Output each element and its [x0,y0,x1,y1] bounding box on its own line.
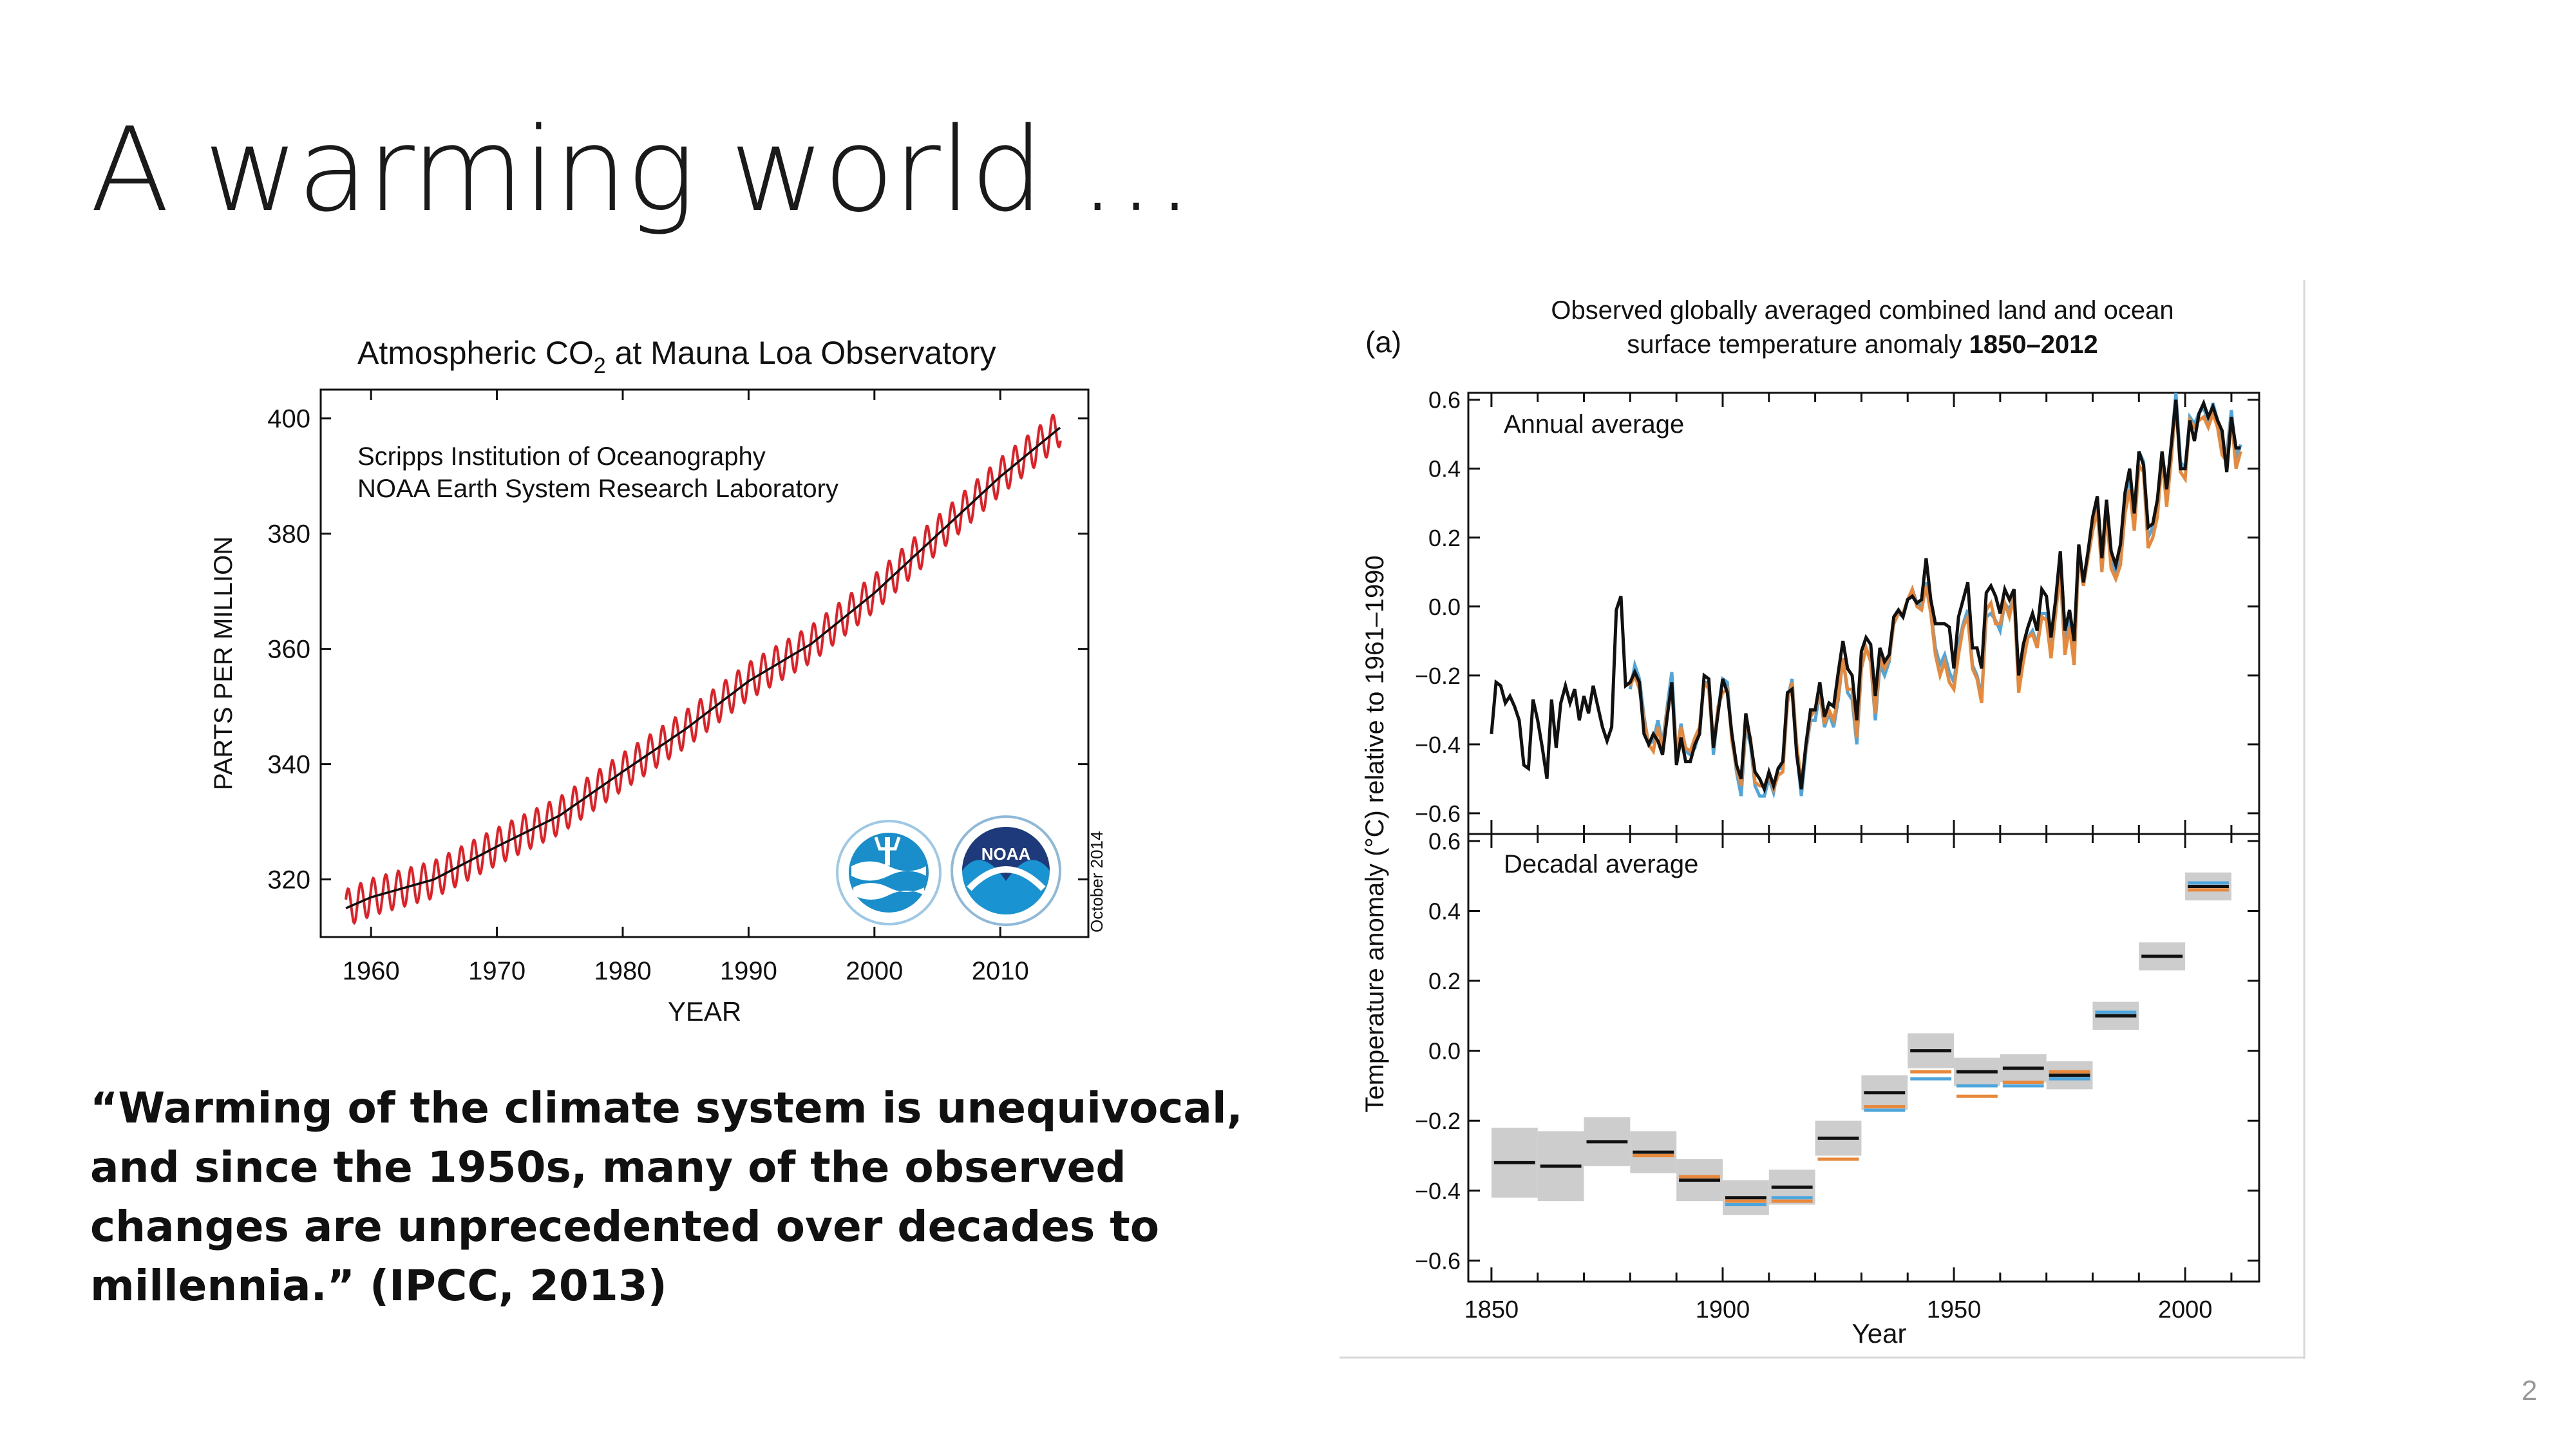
decadal-y-tick-label: −0.6 [1415,1247,1461,1274]
ipcc-quote: “Warming of the climate system is unequi… [90,1083,1243,1311]
co2-trend-series [345,426,1061,909]
annual-noaa-series [1629,402,2242,795]
decadal-y-tick-label: −0.4 [1415,1178,1461,1204]
co2-credit-line2: NOAA Earth System Research Laboratory [357,475,838,503]
temp-title-line2: surface temperature anomaly 1850–2012 [1627,330,2098,359]
co2-date-stamp: October 2014 [1087,831,1106,933]
temp-x-tick-label: 2000 [2158,1296,2213,1323]
co2-x-axis-label: YEAR [668,996,741,1027]
decadal-y-tick-label: −0.2 [1415,1108,1461,1134]
noaa-logo: NOAA [951,815,1061,926]
co2-y-tick-label: 380 [267,520,310,549]
co2-x-tick-label: 1970 [468,957,526,985]
decadal-y-tick-label: 0.0 [1428,1038,1461,1065]
co2-y-tick-label: 320 [267,866,310,895]
annual-y-tick-label: −0.4 [1415,732,1461,758]
temp-x-tick-label: 1900 [1696,1296,1750,1323]
annual-y-tick-label: −0.6 [1415,800,1461,827]
co2-x-tick-label: 2010 [972,957,1029,985]
co2-y-tick-label: 340 [267,751,310,779]
page-number: 2 [2521,1375,2537,1406]
co2-y-tick-label: 400 [267,405,310,433]
annual-hadcrut-series [1490,399,2241,794]
panel-label: (a) [1365,325,1401,359]
co2-chart: Atmospheric CO2 at Mauna Loa Observatory… [209,335,1106,1027]
co2-x-tick-label: 1980 [594,957,651,985]
annual-panel-label: Annual average [1504,410,1684,439]
slide-title: A warming world … [90,103,1194,238]
co2-y-axis-label: PARTS PER MILLION [209,536,238,790]
scripps-logo [836,820,942,925]
co2-chart-title: Atmospheric CO2 at Mauna Loa Observatory [357,335,996,378]
temp-title-line1: Observed globally averaged combined land… [1551,296,2174,325]
annual-gistemp-series [1628,392,2242,799]
annual-y-tick-label: 0.4 [1428,456,1461,482]
decadal-y-tick-label: 0.6 [1428,828,1461,855]
annual-y-tick-label: −0.2 [1415,663,1461,689]
decadal-panel-label: Decadal average [1504,850,1698,878]
annual-y-tick-label: 0.2 [1428,525,1461,551]
annual-y-tick-label: 0.0 [1428,594,1461,620]
decadal-y-tick-label: 0.2 [1428,968,1461,994]
temperature-chart: (a) Observed globally averaged combined … [1340,280,2306,1359]
annual-y-tick-label: 0.6 [1428,387,1461,413]
svg-text:NOAA: NOAA [981,844,1031,864]
co2-monthly-series [345,413,1062,925]
temp-y-axis-label: Temperature anomaly (°C) relative to 196… [1361,555,1389,1112]
temp-x-tick-label: 1950 [1927,1296,1982,1323]
temp-plot-frame [1467,392,2260,1283]
decadal-y-tick-label: 0.4 [1428,898,1461,924]
co2-x-tick-label: 2000 [846,957,903,985]
temp-x-tick-label: 1850 [1464,1296,1519,1323]
co2-plot-frame [319,388,1090,938]
co2-x-tick-label: 1990 [720,957,777,985]
co2-y-tick-label: 360 [267,636,310,664]
temp-x-axis-label: Year [1852,1318,1907,1349]
co2-x-tick-label: 1960 [343,957,400,985]
co2-credit-line1: Scripps Institution of Oceanography [357,442,766,471]
